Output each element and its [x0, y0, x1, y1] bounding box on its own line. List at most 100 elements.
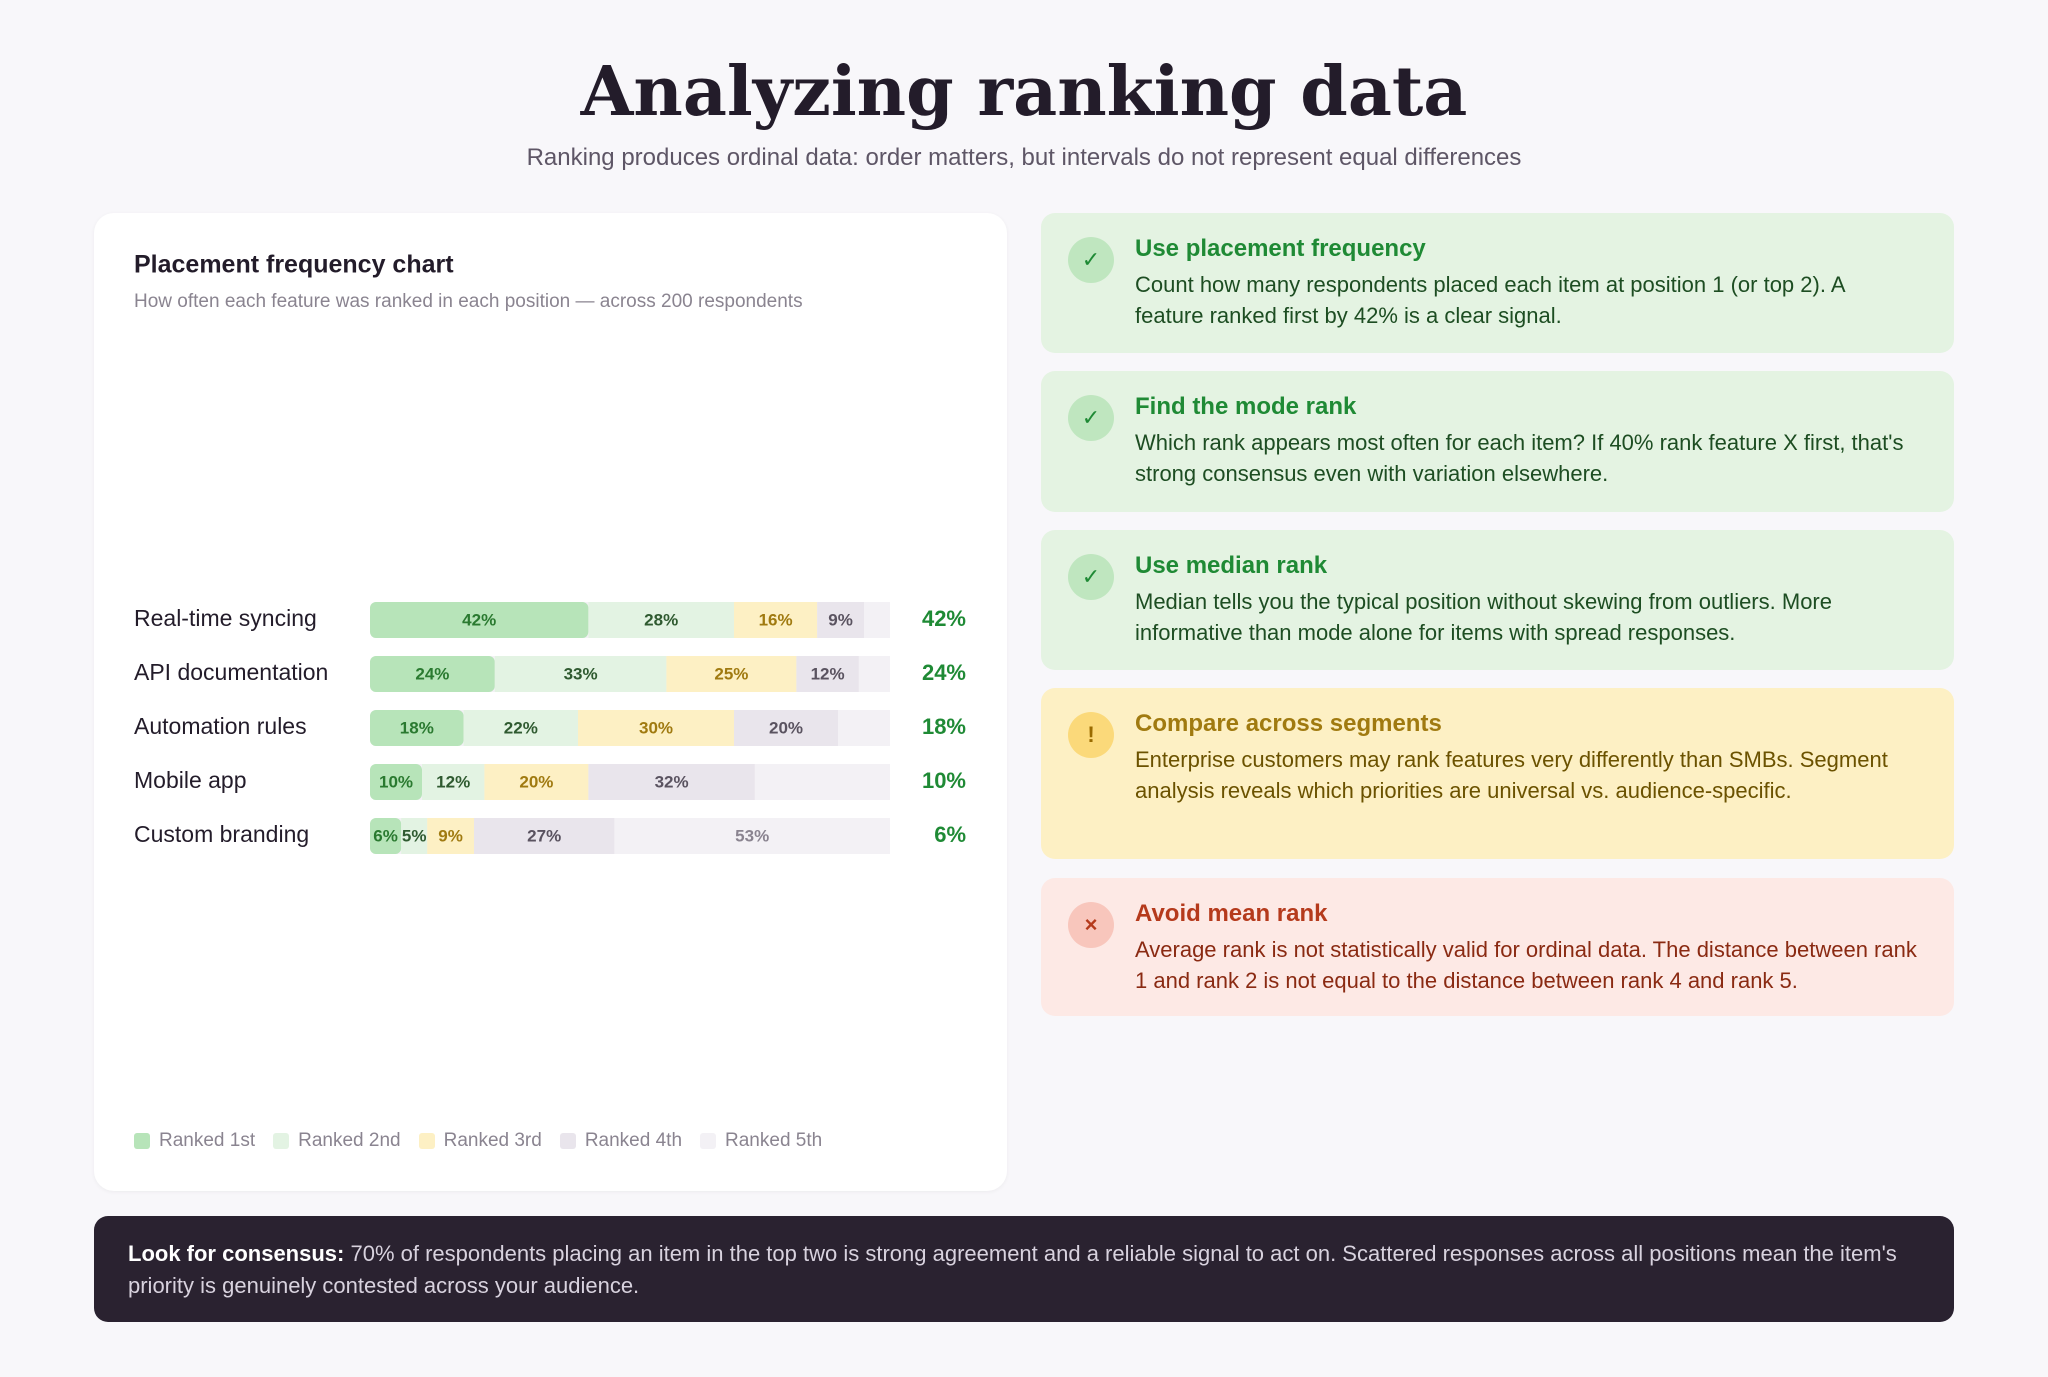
cross-icon: × [1068, 902, 1114, 948]
bar-segment [858, 656, 890, 692]
page-subtitle: Ranking produces ordinal data: order mat… [526, 144, 1522, 171]
bar-segment [666, 656, 797, 692]
segment-label: 20% [519, 772, 553, 791]
warning-card: ! Compare across segments Enterprise cus… [1041, 688, 1954, 859]
tip-card: ✓ Use placement frequency Count how many… [1041, 213, 1954, 353]
legend-item: Ranked 4th [559, 1130, 683, 1152]
bar-segment [370, 710, 464, 746]
legend-item: Ranked 3rd [418, 1130, 542, 1152]
segment-label: 12% [811, 664, 845, 683]
page-title: Analyzing ranking data [580, 52, 1468, 132]
bar-segment [370, 764, 422, 800]
segment-label: 32% [655, 772, 689, 791]
card-text: Average rank is not statistically valid … [1135, 937, 1917, 993]
segment-label: 42% [462, 610, 496, 629]
bar-segment [838, 710, 890, 746]
segment-label: 22% [504, 718, 538, 737]
category-label: Automation rules [134, 713, 307, 739]
segment-label: 5% [402, 826, 427, 845]
legend-swatch [418, 1133, 435, 1149]
bar-segment [370, 602, 589, 638]
bar-segment [796, 656, 859, 692]
bar-segment [474, 818, 615, 854]
footer-callout: Look for consensus: 70% of respondents p… [94, 1216, 1954, 1322]
footer-lead: Look for consensus: [128, 1241, 345, 1266]
card-title: Use placement frequency [1135, 235, 1426, 262]
top-rank-label: 18% [922, 714, 966, 739]
bar-segment [614, 818, 890, 854]
legend-item: Ranked 2nd [273, 1130, 401, 1152]
top-rank-label: 24% [922, 660, 966, 685]
avoid-card: × Avoid mean rank Average rank is not st… [1041, 878, 1954, 1016]
segment-label: 9% [438, 826, 463, 845]
bar-segment [401, 818, 428, 854]
segment-label: 18% [400, 718, 434, 737]
chart-subtitle: How often each feature was ranked in eac… [134, 291, 803, 312]
tip-card: ✓ Find the mode rank Which rank appears … [1041, 371, 1954, 512]
segment-label: 12% [436, 772, 470, 791]
segment-label: 20% [769, 718, 803, 737]
bar-segment [370, 818, 402, 854]
card-title: Find the mode rank [1135, 393, 1357, 420]
check-icon: ✓ [1068, 554, 1114, 600]
legend-label: Ranked 5th [725, 1130, 823, 1151]
category-label: Mobile app [134, 767, 247, 793]
category-label: API documentation [134, 659, 328, 685]
chart: Placement frequency chart How often each… [134, 251, 966, 854]
bar-segment [494, 656, 667, 692]
bar-segment [734, 710, 838, 746]
footer-text: 70% of respondents placing an item in th… [128, 1241, 1897, 1298]
bar-segment [422, 764, 485, 800]
bar-segment [588, 764, 755, 800]
segment-label: 30% [639, 718, 673, 737]
segment-label: 24% [415, 664, 449, 683]
legend-label: Ranked 1st [159, 1130, 256, 1151]
category-label: Custom branding [134, 821, 309, 847]
segment-label: 16% [759, 610, 793, 629]
check-icon: ✓ [1068, 395, 1114, 441]
card-title: Avoid mean rank [1135, 900, 1328, 927]
card-title: Use median rank [1135, 552, 1328, 579]
segment-label: 33% [564, 664, 598, 683]
card-text: Which rank appears most often for each i… [1135, 430, 1904, 486]
legend-label: Ranked 4th [584, 1130, 683, 1151]
segment-label: 28% [644, 610, 678, 629]
segment-label: 53% [735, 826, 769, 845]
check-icon: ✓ [1068, 237, 1114, 283]
segment-label: 6% [373, 826, 398, 845]
top-rank-label: 6% [934, 822, 966, 847]
legend: Ranked 1st Ranked 2nd Ranked 3rd Ranked 4th… [134, 1130, 822, 1152]
bar-segment [463, 710, 578, 746]
bar-segment [588, 602, 734, 638]
chart-title: Placement frequency chart [134, 251, 454, 279]
bar-segment [578, 710, 734, 746]
bar-segment [427, 818, 474, 854]
bar-segment [484, 764, 589, 800]
segment-label: 25% [714, 664, 748, 683]
bar-segment [817, 602, 864, 638]
bar-segment [370, 656, 495, 692]
chart-card: Placement frequency chart How often each… [94, 213, 1007, 1191]
card-text: Count how many respondents placed each i… [1135, 272, 1845, 328]
legend-item: Ranked 1st [134, 1130, 255, 1152]
card-text: Enterprise customers may rank features v… [1135, 747, 1888, 803]
legend-label: Ranked 3rd [443, 1130, 542, 1151]
warning-icon: ! [1068, 712, 1114, 758]
legend-label: Ranked 2nd [298, 1130, 401, 1151]
segment-label: 9% [828, 610, 853, 629]
bar-segment [754, 764, 890, 800]
segment-label: 27% [527, 826, 561, 845]
top-rank-label: 10% [922, 768, 966, 793]
legend-swatch [700, 1133, 717, 1149]
segment-label: 10% [379, 772, 413, 791]
legend-swatch [559, 1133, 576, 1149]
top-rank-label: 42% [922, 606, 966, 631]
card-text: Median tells you the typical position wi… [1135, 589, 1832, 645]
card-title: Compare across segments [1135, 710, 1442, 737]
bar-segment [864, 602, 890, 638]
bar-segment [734, 602, 818, 638]
legend-swatch [273, 1133, 290, 1149]
legend-item: Ranked 5th [700, 1130, 822, 1152]
legend-swatch [134, 1133, 150, 1149]
